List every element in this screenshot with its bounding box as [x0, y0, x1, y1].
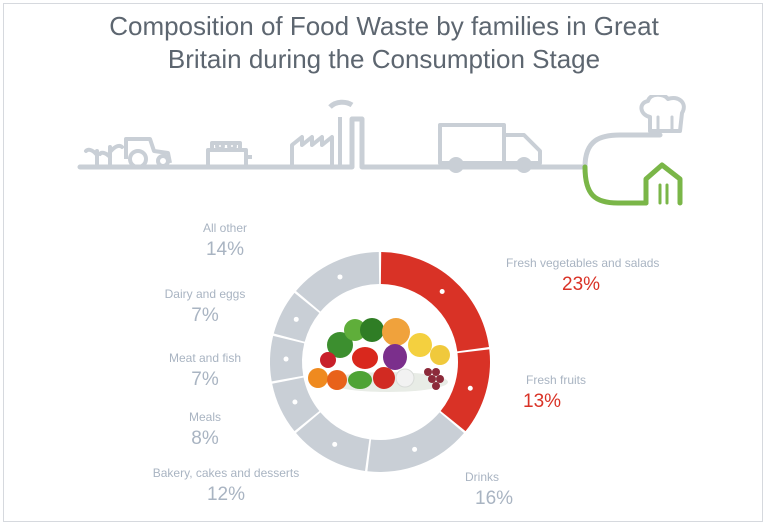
label-all-other: All other 14%: [180, 221, 270, 261]
slice-marker-dot: [293, 316, 299, 322]
label-value: 12%: [206, 484, 246, 505]
food-supply-chain-illustration: [77, 95, 686, 206]
donut-slice-drinks: [367, 412, 464, 472]
pipeline-line: [77, 116, 588, 170]
slice-marker-dot: [467, 385, 473, 391]
donut-slice-fresh-vegetables-and-salads: [380, 252, 489, 352]
label-name: All other: [202, 221, 248, 235]
label-name: Fresh fruits: [526, 373, 587, 387]
chart-frame: [3, 3, 763, 522]
pipeline-green-curve: [582, 164, 649, 206]
donut-slice-bakery-cakes-and-desserts: [296, 412, 370, 471]
chef-hat-icon: [639, 95, 686, 133]
truck-icon: [438, 123, 542, 173]
chart-title: Composition of Food Waste by families in…: [0, 10, 768, 76]
factory-icon: [290, 99, 354, 167]
label-value: 23%: [562, 274, 601, 295]
slice-marker-dot: [439, 288, 445, 294]
pipeline-curve: [582, 132, 663, 170]
fork-knife-green-icon: [658, 183, 669, 205]
title-line-1: Composition of Food Waste by families in…: [109, 11, 659, 41]
label-name: Fresh vegetables and salads: [506, 256, 660, 270]
label-fresh-fruits: Fresh fruits 13%: [523, 373, 587, 413]
label-meat-and-fish: Meat and fish 7%: [150, 351, 260, 391]
tractor-icon: [124, 137, 172, 169]
label-name: Dairy and eggs: [164, 287, 246, 301]
processing-machine-icon: [206, 141, 252, 169]
farm-sprout-icon: [84, 143, 124, 169]
label-value: 8%: [191, 428, 219, 449]
label-name: Drinks: [465, 470, 500, 484]
slice-marker-dot: [283, 356, 289, 362]
label-value: 13%: [523, 391, 562, 412]
label-value: 14%: [205, 239, 245, 260]
label-value: 7%: [191, 305, 219, 326]
label-value: 7%: [191, 369, 219, 390]
label-value: 16%: [475, 488, 514, 509]
label-name: Meat and fish: [168, 351, 242, 365]
slice-marker-dot: [412, 446, 418, 452]
title-line-2: Britain during the Consumption Stage: [167, 44, 601, 74]
label-bakery: Bakery, cakes and desserts 12%: [136, 466, 316, 506]
label-dairy-and-eggs: Dairy and eggs 7%: [150, 287, 260, 327]
label-meals: Meals 8%: [160, 410, 250, 450]
label-drinks: Drinks 16%: [465, 470, 513, 510]
slice-marker-dot: [332, 441, 338, 447]
label-name: Meals: [188, 410, 221, 424]
fork-knife-icon: [656, 115, 674, 133]
slice-marker-dot: [337, 274, 343, 280]
donut-slice-all-other: [296, 252, 380, 312]
donut-slice-fresh-fruits: [440, 349, 490, 432]
label-fresh-vegetables: Fresh vegetables and salads 23%: [506, 256, 659, 296]
slice-marker-dot: [292, 399, 298, 405]
house-icon: [643, 162, 683, 206]
label-name: Bakery, cakes and desserts: [152, 466, 300, 480]
